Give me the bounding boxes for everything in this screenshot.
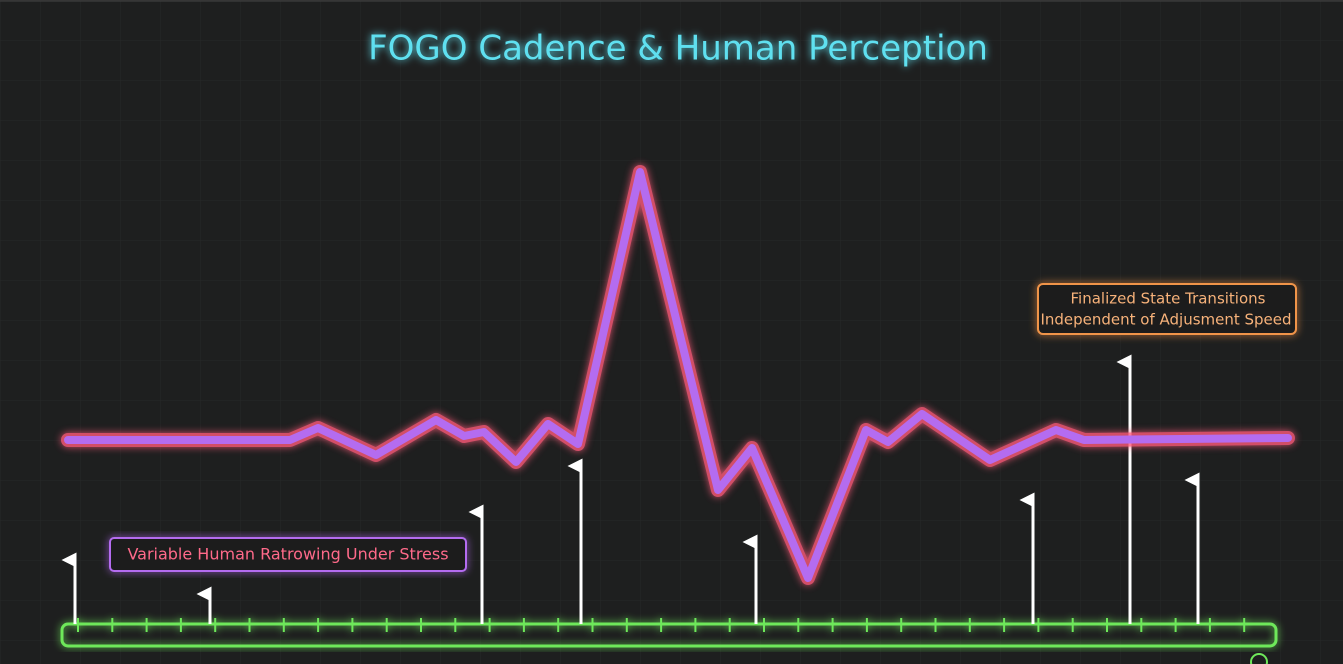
timeline-bar — [60, 622, 1278, 648]
arrows — [61, 354, 1200, 624]
annotation-box — [109, 537, 467, 572]
timeline-knob — [1250, 653, 1268, 664]
annotation-text: Independent of Adjusment Speed — [1040, 311, 1291, 329]
cadence-line — [64, 168, 1292, 582]
timeline — [60, 618, 1278, 648]
title: FOGO Cadence & Human Perception — [368, 29, 988, 69]
annotation-box — [1037, 283, 1297, 335]
annotation-text: Variable Human Ratrowing Under Stress — [127, 545, 448, 564]
annotation-text: Finalized State Transitions — [1071, 290, 1266, 308]
